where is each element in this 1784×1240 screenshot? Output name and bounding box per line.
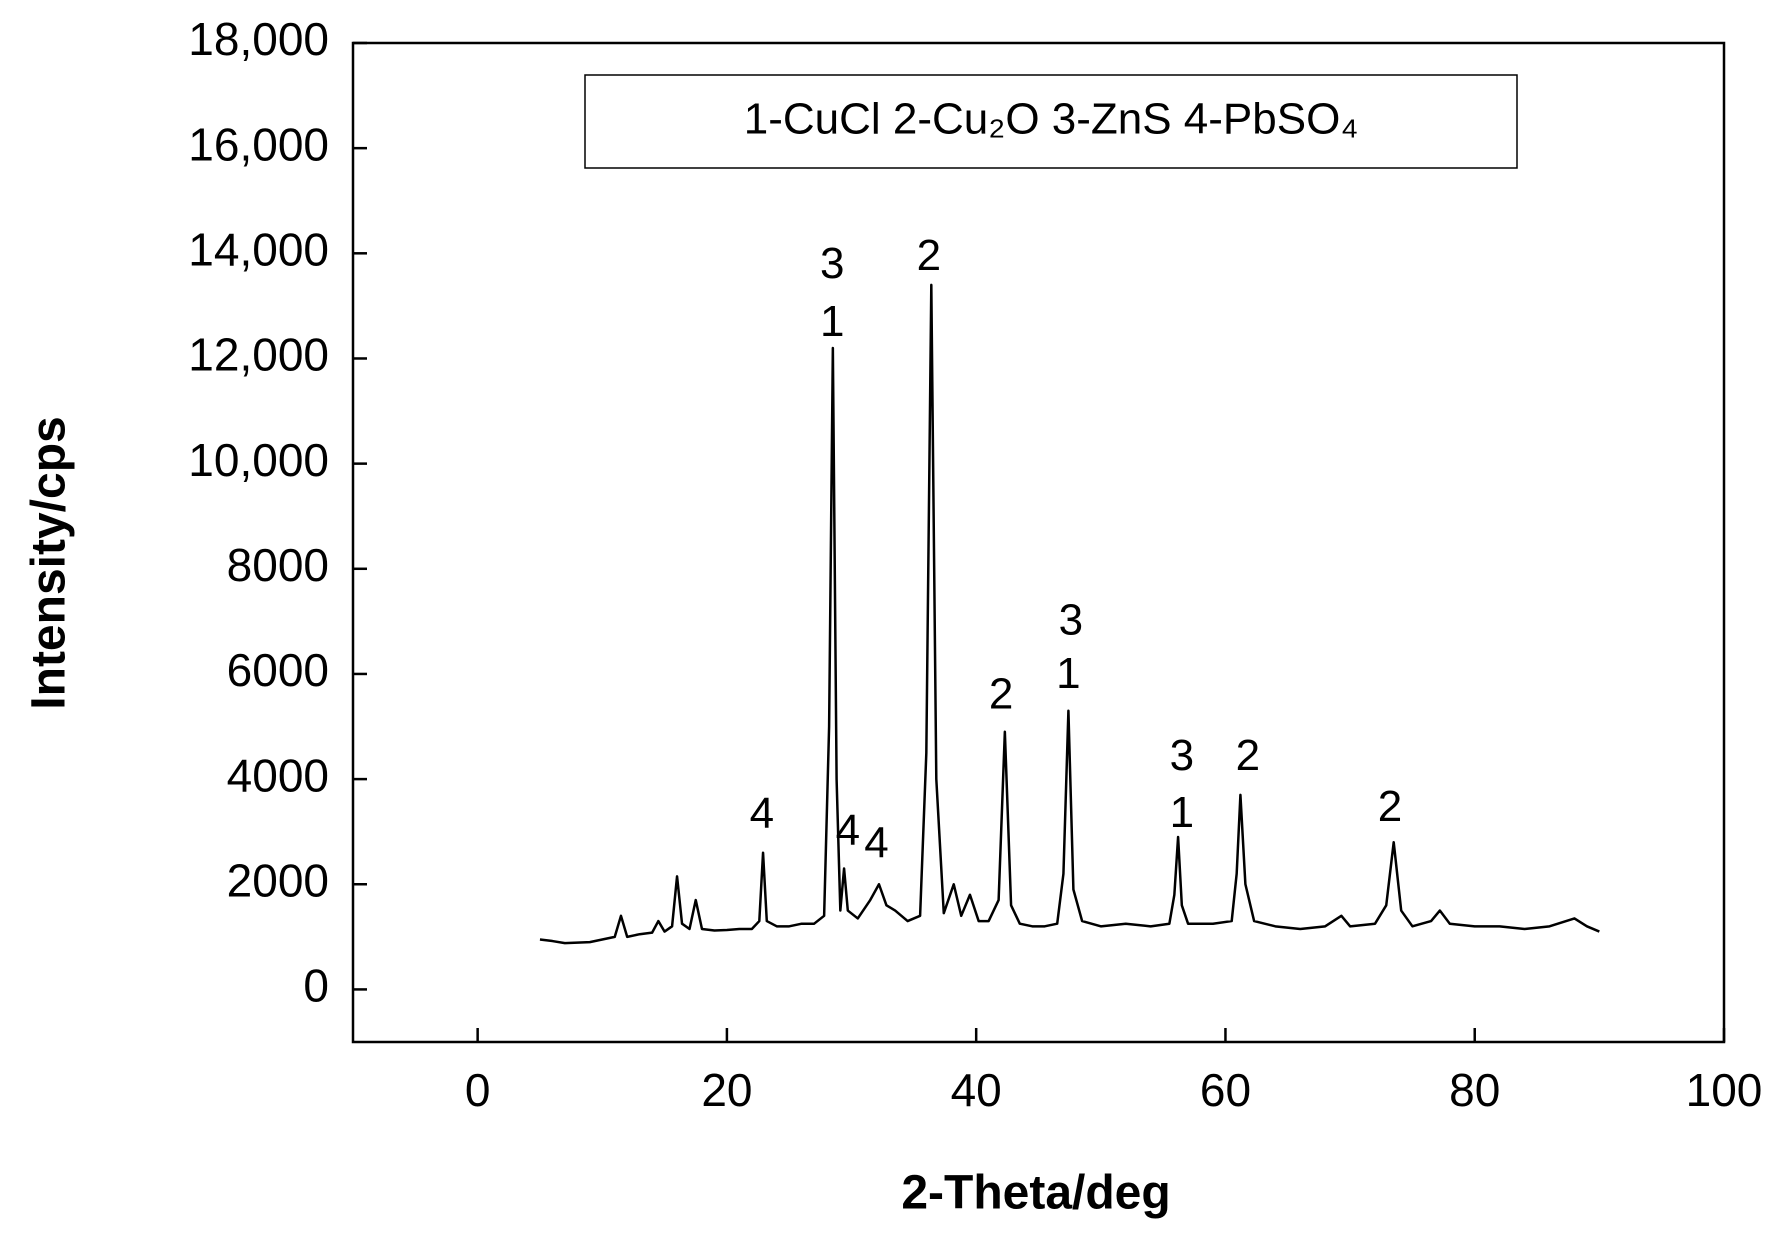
x-tick-label: 100 [1686,1064,1763,1116]
y-tick-label: 10,000 [188,434,329,486]
peak-label: 1 [1170,788,1194,837]
plot-frame [351,41,1726,1044]
x-tick-label: 0 [465,1064,491,1116]
y-tick-label: 12,000 [188,329,329,381]
y-tick-label: 0 [303,960,329,1012]
peak-label: 4 [836,806,860,855]
y-tick-label: 6000 [227,644,329,696]
y-axis-title: Intensity/cps [23,416,76,709]
peak-label: 4 [750,789,774,838]
y-tick-label: 2000 [227,854,329,906]
peak-label: 2 [917,231,941,280]
y-tick-label: 8000 [227,539,329,591]
data-line [539,283,1600,945]
peak-label: 1 [1056,649,1080,698]
x-axis-title: 2-Theta/deg [901,1167,1170,1220]
y-tick-label: 4000 [227,749,329,801]
peak-label: 2 [1378,782,1402,831]
y-tick-label: 14,000 [188,223,329,275]
x-tick-label: 20 [701,1064,752,1116]
y-tick-label: 16,000 [188,118,329,170]
x-tick-label: 80 [1449,1064,1500,1116]
y-tick-label: 18,000 [188,13,329,65]
x-tick-label: 60 [1200,1064,1251,1116]
peak-label: 3 [1059,596,1083,645]
peak-label: 4 [864,819,888,868]
peak-label: 2 [1236,731,1260,780]
annotation-box-frame [584,74,1518,169]
x-tick-label: 40 [951,1064,1002,1116]
peak-label: 3 [1170,731,1194,780]
peak-label: 2 [989,670,1013,719]
annotation-box-text: 1-CuCl 2-Cu₂O 3-ZnS 4-PbSO₄ [744,95,1359,144]
peak-label: 3 [820,239,844,288]
peak-label: 1 [820,297,844,346]
